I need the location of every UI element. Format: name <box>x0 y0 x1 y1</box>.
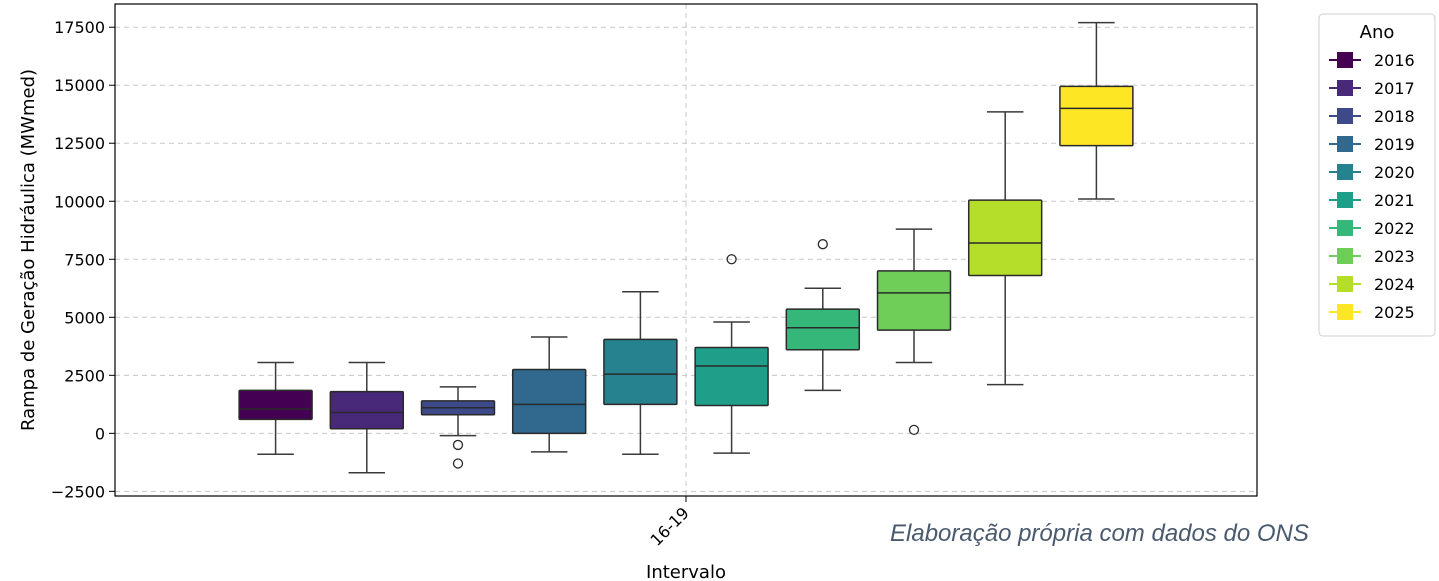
y-tick-label: 0 <box>95 424 105 443</box>
y-tick-label: 10000 <box>54 192 105 211</box>
legend-label: 2020 <box>1374 163 1415 182</box>
legend-item-2021: 2021 <box>1329 191 1415 210</box>
outlier-point <box>452 458 464 469</box>
box-series <box>238 21 1134 474</box>
box-body <box>238 389 313 421</box>
legend: Ano 2016 2017 2018 2019 2020 2021 2022 2023 2024 2… <box>1318 13 1436 337</box>
box-2024 <box>967 111 1043 386</box>
outlier-point <box>817 239 828 250</box>
y-tick-label: 17500 <box>54 18 105 37</box>
legend-item-2023: 2023 <box>1329 247 1415 266</box>
legend-label: 2016 <box>1374 51 1415 70</box>
y-tick-label: 7500 <box>64 250 105 269</box>
box-2021 <box>694 254 769 454</box>
box-2017 <box>329 361 405 474</box>
box-body <box>694 346 769 407</box>
legend-label: 2021 <box>1374 191 1415 210</box>
legend-swatch <box>1337 164 1353 180</box>
box-2016 <box>238 361 313 455</box>
box-2020 <box>603 291 678 455</box>
y-tick-label: 2500 <box>64 366 105 385</box>
outlier-point <box>908 424 920 436</box>
box-2022 <box>785 239 861 392</box>
legend-item-2018: 2018 <box>1329 107 1415 126</box>
legend-swatch <box>1337 192 1353 208</box>
box-2025 <box>1059 21 1134 200</box>
x-tick-label: 16-19 <box>647 503 693 549</box>
legend-item-2020: 2020 <box>1329 163 1415 182</box>
legend-swatch <box>1337 276 1353 292</box>
legend-label: 2023 <box>1374 247 1415 266</box>
legend-swatch <box>1337 248 1353 264</box>
box-body <box>329 390 405 430</box>
y-tick-label: 15000 <box>54 76 105 95</box>
legend-item-2025: 2025 <box>1329 303 1415 322</box>
box-2019 <box>511 336 587 453</box>
legend-item-2024: 2024 <box>1329 275 1415 294</box>
legend-item-2019: 2019 <box>1329 135 1415 154</box>
legend-label: 2022 <box>1374 219 1415 238</box>
box-body <box>967 199 1043 277</box>
outlier-point <box>726 254 737 265</box>
box-2023 <box>876 228 952 436</box>
legend-title: Ano <box>1360 22 1395 43</box>
legend-item-2017: 2017 <box>1329 79 1415 98</box>
axes: −2500 0 2500 5000 7500 10000 12500 15000 17500 16… <box>51 18 693 550</box>
legend-label: 2017 <box>1374 79 1415 98</box>
box-body <box>603 338 678 406</box>
legend-swatch <box>1337 136 1353 152</box>
y-tick-label: 12500 <box>54 134 105 153</box>
x-axis-label: Intervalo <box>646 562 726 581</box>
y-axis-label: Rampa de Geração Hidráulica (MWmed) <box>18 69 39 431</box>
legend-label: 2018 <box>1374 107 1415 126</box>
box-body <box>511 368 587 435</box>
legend-swatch <box>1337 52 1353 68</box>
legend-item-2022: 2022 <box>1329 219 1415 238</box>
box-body <box>1059 85 1134 147</box>
y-tick-label: −2500 <box>51 482 105 501</box>
legend-label: 2024 <box>1374 275 1415 294</box>
legend-swatch <box>1337 304 1353 320</box>
legend-swatch <box>1337 108 1353 124</box>
legend-swatch <box>1337 220 1353 236</box>
outlier-point <box>452 439 464 451</box>
box-2018 <box>420 386 496 469</box>
legend-item-2016: 2016 <box>1329 51 1415 70</box>
legend-swatch <box>1337 80 1353 96</box>
box-body <box>785 308 861 351</box>
y-tick-label: 5000 <box>64 308 105 327</box>
legend-label: 2019 <box>1374 135 1415 154</box>
source-caption: Elaboração própria com dados do ONS <box>890 520 1309 547</box>
grid-lines <box>115 4 1257 496</box>
box-body <box>876 270 952 331</box>
legend-label: 2025 <box>1374 303 1415 322</box>
